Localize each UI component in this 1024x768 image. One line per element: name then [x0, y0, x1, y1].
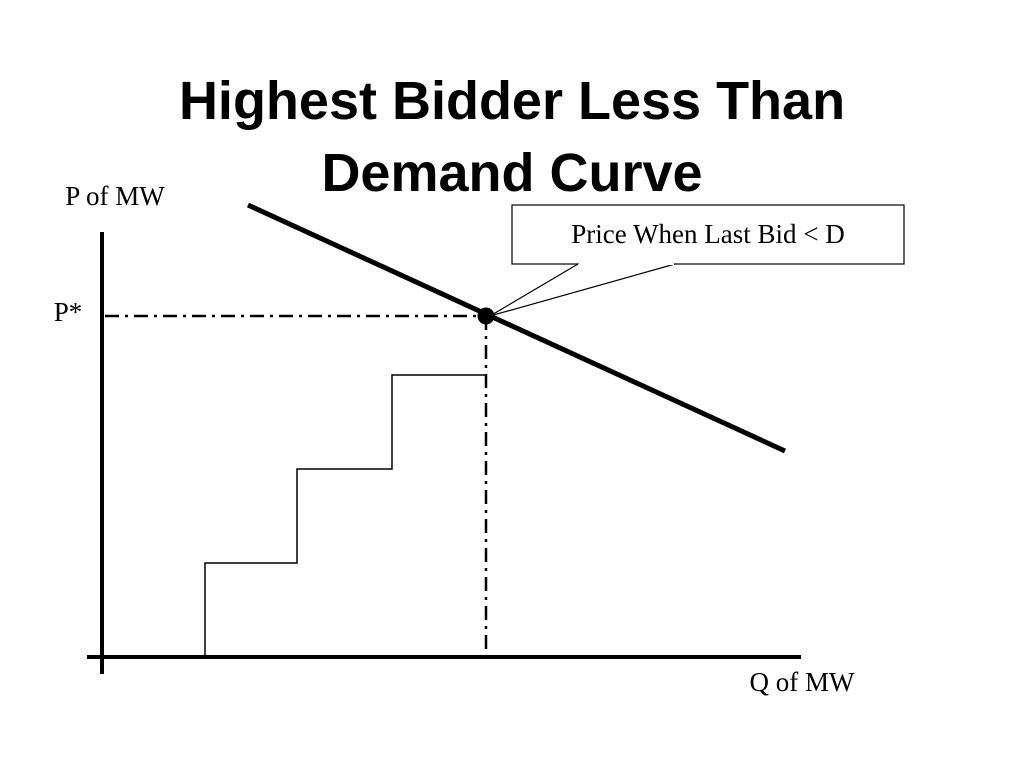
y-axis-label: P of MW: [65, 181, 165, 211]
demand-curve: [246, 202, 787, 454]
equilibrium-point: [477, 307, 495, 325]
title-line: Demand Curve: [321, 143, 702, 203]
callout-box: [511, 204, 905, 265]
bid-staircase: [204, 374, 486, 657]
callout-pointer: [489, 263, 676, 317]
callout-text: Price When Last Bid < D: [571, 219, 844, 249]
title-line: Highest Bidder Less Than: [179, 71, 845, 131]
x-axis-label: Q of MW: [750, 667, 855, 697]
price-label: P*: [54, 297, 83, 327]
